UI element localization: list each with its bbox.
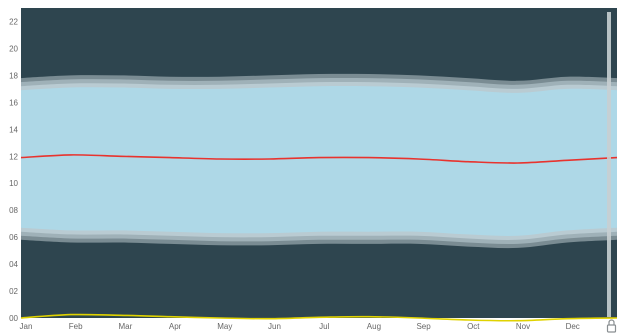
- y-tick-label: 12: [9, 152, 18, 161]
- daylight-band-4: [21, 85, 617, 236]
- x-tick-label: Jul: [319, 322, 329, 331]
- y-tick-label: 22: [9, 18, 18, 27]
- y-tick-label: 04: [9, 260, 18, 269]
- series-lines: [20, 154, 618, 322]
- scrollbar[interactable]: [607, 12, 611, 317]
- x-tick-label: Feb: [69, 322, 83, 331]
- x-tick-label: May: [217, 322, 232, 331]
- x-tick-label: Dec: [566, 322, 580, 331]
- y-tick-label: 18: [9, 71, 18, 80]
- y-tick-label: 14: [9, 125, 18, 134]
- x-tick-label: Apr: [169, 322, 182, 331]
- y-tick-label: 16: [9, 98, 18, 107]
- x-tick-label: Sep: [416, 322, 431, 331]
- midnight-line: [20, 313, 618, 322]
- daylight-bands: [21, 73, 617, 249]
- y-tick-label: 00: [9, 314, 18, 323]
- x-tick-label: Aug: [367, 322, 381, 331]
- y-tick-label: 02: [9, 287, 18, 296]
- x-tick-label: Mar: [119, 322, 133, 331]
- y-tick-label: 06: [9, 233, 18, 242]
- lock-icon[interactable]: [606, 318, 617, 334]
- x-tick-label: Oct: [467, 322, 480, 331]
- y-axis: 00 02 04 06 08 10 12 14 16 18 20 22: [9, 18, 18, 324]
- x-tick-label: Nov: [516, 322, 530, 331]
- y-tick-label: 20: [9, 44, 18, 53]
- y-tick-label: 10: [9, 179, 18, 188]
- solar-noon-line: [20, 154, 618, 164]
- y-tick-label: 08: [9, 206, 18, 215]
- x-tick-label: Jun: [268, 322, 281, 331]
- x-axis: Jan Feb Mar Apr May Jun Jul Aug Sep Oct Nov Dec: [20, 322, 580, 331]
- x-tick-label: Jan: [20, 322, 33, 331]
